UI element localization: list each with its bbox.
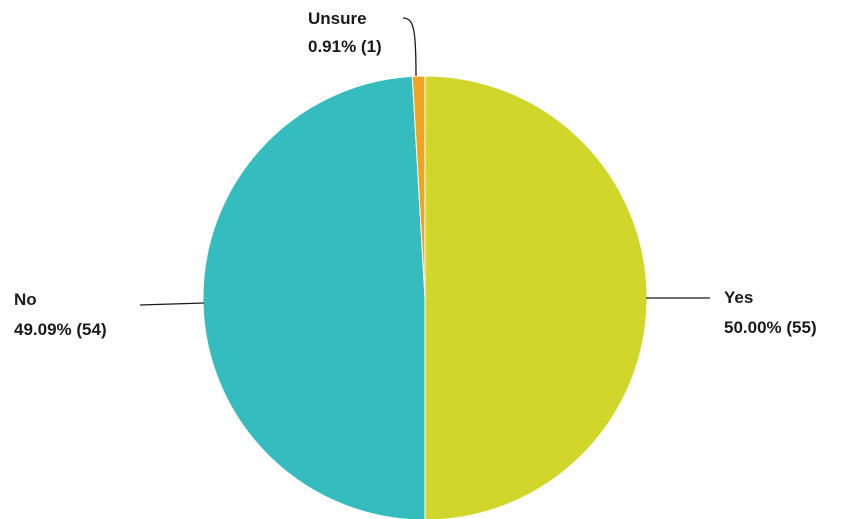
leader-line-no [139,302,205,306]
pie-slices [202,75,648,519]
slice-label-yes-name: Yes [724,288,753,307]
pie-slice-yes [424,75,648,519]
leader-line-unsure [402,17,417,77]
pie-slice-unsure [411,75,426,299]
slice-label-no-value: 49.09% (54) [14,320,107,339]
slice-label-no-name: No [14,290,37,309]
slice-label-unsure-value: 0.91% (1) [308,37,382,56]
slice-label-yes-value: 50.00% (55) [724,318,817,337]
slice-label-unsure-name: Unsure [308,9,367,28]
pie-slice-no [202,75,426,519]
